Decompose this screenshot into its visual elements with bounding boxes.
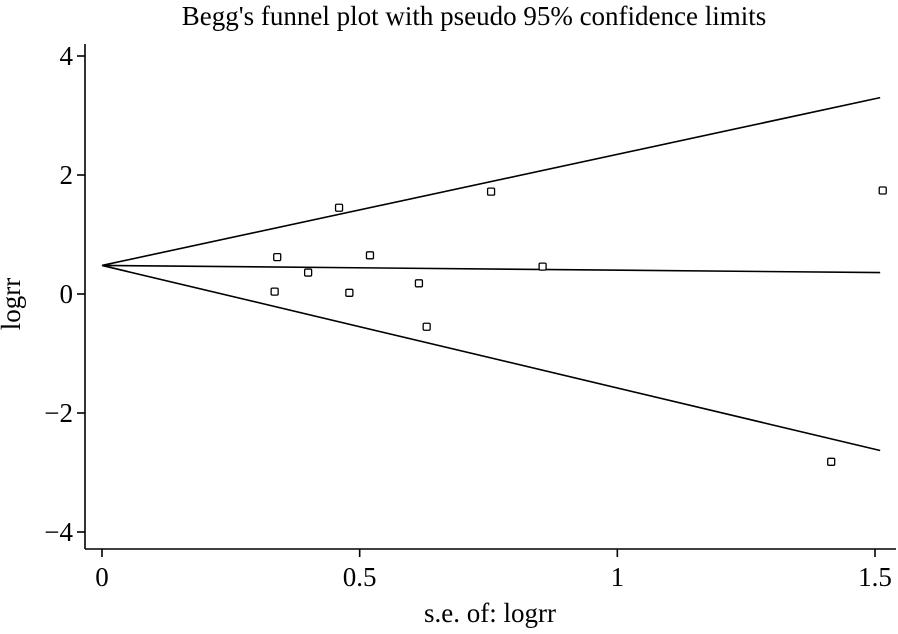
y-tick-label: 4 bbox=[60, 41, 74, 71]
study-point bbox=[270, 287, 279, 296]
y-tick-label: −4 bbox=[44, 517, 73, 547]
y-tick-label: −2 bbox=[44, 398, 73, 428]
study-point bbox=[334, 203, 344, 212]
y-axis: −4 −2 0 2 4 bbox=[44, 41, 86, 549]
study-point bbox=[414, 279, 424, 288]
x-tick-label: 0 bbox=[95, 562, 109, 592]
study-point bbox=[345, 288, 354, 297]
y-axis-label: logrr bbox=[0, 278, 26, 330]
upper-pseudo-95-limit-line bbox=[101, 96, 881, 267]
study-point bbox=[827, 457, 836, 466]
x-tick-label: 0.5 bbox=[343, 562, 377, 592]
study-points bbox=[270, 186, 887, 466]
x-tick-label: 1.5 bbox=[858, 562, 892, 592]
x-axis-label: s.e. of: logrr bbox=[424, 598, 556, 628]
pooled-estimate-line bbox=[101, 264, 881, 274]
study-point bbox=[303, 268, 313, 277]
confidence-limit-lines bbox=[101, 96, 881, 452]
lower-pseudo-95-limit-line bbox=[101, 264, 881, 452]
y-tick-label: 0 bbox=[60, 279, 74, 309]
study-point bbox=[273, 252, 282, 262]
y-tick-label: 2 bbox=[60, 160, 74, 190]
study-point bbox=[486, 187, 496, 196]
study-point bbox=[365, 251, 375, 260]
study-point bbox=[422, 322, 431, 331]
study-point bbox=[878, 186, 887, 195]
x-axis: 0 0.5 1 1.5 bbox=[85, 548, 896, 592]
chart-title: Begg's funnel plot with pseudo 95% confi… bbox=[182, 1, 767, 31]
x-tick-label: 1 bbox=[611, 562, 625, 592]
study-point bbox=[538, 262, 547, 271]
